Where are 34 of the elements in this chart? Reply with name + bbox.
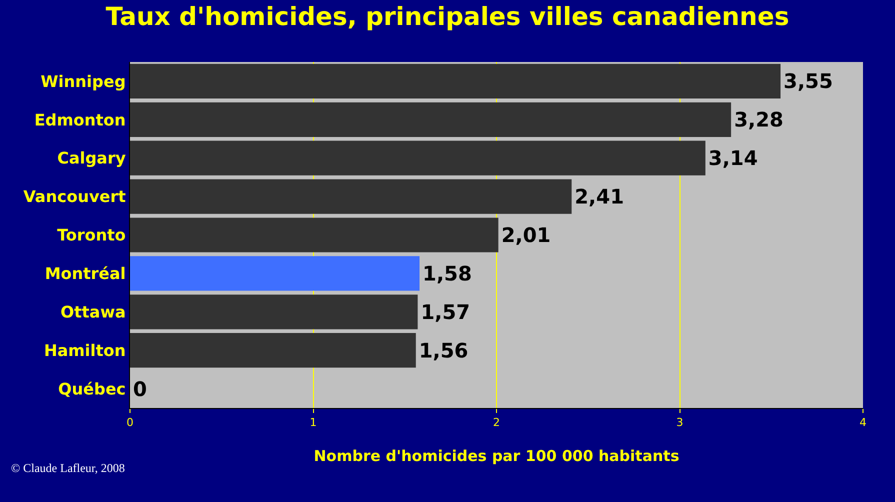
data-label: 1,57 xyxy=(420,300,470,324)
data-label: 1,56 xyxy=(418,338,468,362)
y-tick-label: Québec xyxy=(58,379,126,398)
data-label: 3,55 xyxy=(784,69,833,94)
data-label: 0 xyxy=(133,376,147,401)
bar xyxy=(130,294,418,330)
bar xyxy=(130,333,416,368)
x-tick-label: 1 xyxy=(310,416,317,430)
y-tick-label: Toronto xyxy=(57,226,126,245)
y-tick-label: Calgary xyxy=(57,148,126,168)
data-label: 2,41 xyxy=(574,184,624,209)
bar xyxy=(130,218,498,252)
data-label: 3,14 xyxy=(708,146,758,170)
data-label: 1,58 xyxy=(422,261,472,286)
data-label: 3,28 xyxy=(734,108,784,132)
data-label: 2,01 xyxy=(501,223,551,247)
y-tick-label: Hamilton xyxy=(44,340,126,360)
y-tick-label: Winnipeg xyxy=(40,72,126,91)
y-tick-label: Vancouvert xyxy=(23,187,126,206)
bar xyxy=(130,102,732,137)
x-tick-label: 4 xyxy=(860,416,866,430)
y-tick-label: Montréal xyxy=(44,264,126,284)
x-tick-label: 3 xyxy=(676,416,684,430)
x-tick-label: 2 xyxy=(493,416,500,430)
bar xyxy=(130,179,572,214)
chart-title: Taux d'homicides, principales villes canadiennes xyxy=(106,2,790,32)
bar xyxy=(130,256,420,291)
bar xyxy=(130,64,781,99)
y-tick-label: Edmonton xyxy=(34,110,126,130)
y-tick-label: Ottawa xyxy=(60,302,126,322)
text: © Claude Lafleur, 2008 xyxy=(11,461,125,475)
x-axis-title: Nombre d'homicides par 100 000 habitants xyxy=(314,447,680,466)
x-tick-label: 0 xyxy=(126,416,134,430)
bar xyxy=(130,140,706,176)
